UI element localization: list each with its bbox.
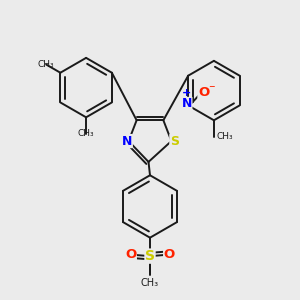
Text: S: S: [170, 135, 179, 148]
Text: N: N: [182, 98, 192, 110]
Text: O: O: [164, 248, 175, 261]
Text: +: +: [182, 88, 191, 98]
Text: O: O: [198, 85, 209, 98]
Text: CH₃: CH₃: [141, 278, 159, 288]
Text: O: O: [125, 248, 136, 261]
Text: ⁻: ⁻: [208, 82, 214, 96]
Text: CH₃: CH₃: [38, 60, 55, 69]
Text: CH₃: CH₃: [217, 132, 233, 141]
Text: CH₃: CH₃: [78, 129, 94, 138]
Text: N: N: [122, 135, 132, 148]
Text: S: S: [145, 249, 155, 263]
